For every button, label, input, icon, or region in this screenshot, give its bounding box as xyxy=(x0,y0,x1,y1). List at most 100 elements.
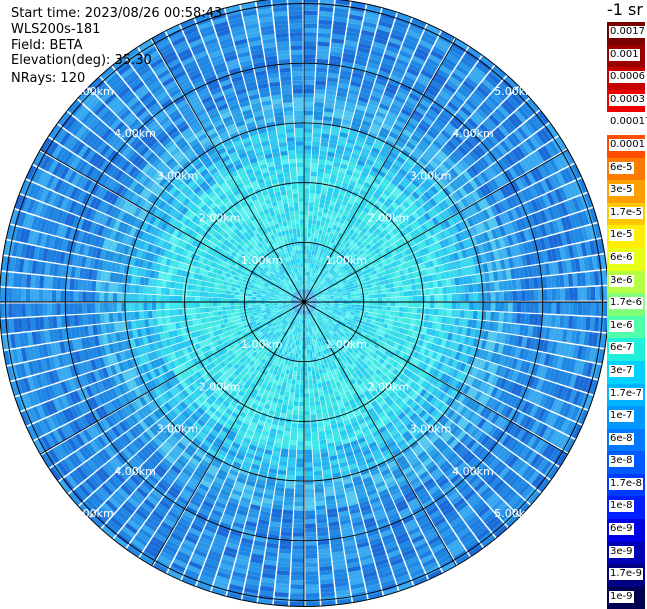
ppi-gate-cell xyxy=(356,305,361,308)
ppi-gate-cell xyxy=(368,288,373,292)
ppi-gate-cell xyxy=(304,354,307,358)
ppi-gate-cell xyxy=(416,290,421,296)
ppi-gate-cell xyxy=(304,376,308,380)
ppi-gate-cell xyxy=(291,580,304,585)
ppi-gate-cell xyxy=(294,506,304,511)
ppi-gate-cell xyxy=(452,302,457,309)
ppi-gate-cell xyxy=(304,167,310,172)
ppi-gate-cell xyxy=(311,366,315,371)
ppi-gate-cell xyxy=(533,277,538,288)
ppi-gate-cell xyxy=(320,400,326,405)
ppi-gate-cell xyxy=(313,215,318,220)
ppi-gate-cell xyxy=(426,302,430,308)
ppi-gate-cell xyxy=(521,302,526,312)
ppi-gate-cell xyxy=(412,290,417,296)
ppi-gate-cell xyxy=(391,302,395,306)
ppi-gate-cell xyxy=(305,528,316,533)
ppi-gate-cell xyxy=(316,510,326,515)
ppi-gate-cell xyxy=(305,415,311,420)
ppi-gate-cell xyxy=(318,230,322,235)
ppi-gate-cell xyxy=(317,531,328,536)
ppi-gate-cell xyxy=(310,237,314,242)
ppi-gate-cell xyxy=(530,290,535,301)
ppi-gate-cell xyxy=(299,350,302,355)
ppi-gate-cell xyxy=(305,580,318,585)
ppi-gate-cell xyxy=(305,493,314,498)
ppi-gate-cell xyxy=(504,291,509,301)
ppi-gate-cell xyxy=(305,272,307,276)
ppi-gate-cell xyxy=(491,302,496,311)
ppi-gate-cell xyxy=(399,312,404,317)
ppi-gate-cell xyxy=(317,422,323,427)
ppi-gate-cell xyxy=(304,145,311,150)
ppi-gate-cell xyxy=(296,376,300,381)
ppi-gate-cell xyxy=(300,376,304,380)
ppi-gate-cell xyxy=(381,285,386,290)
ppi-gate-cell xyxy=(530,302,535,313)
ppi-gate-cell xyxy=(304,389,308,393)
ppi-gate-cell xyxy=(319,396,324,401)
ppi-gate-cell xyxy=(304,11,318,16)
ppi-gate-cell xyxy=(298,432,304,437)
ppi-gate-cell xyxy=(296,349,299,354)
ppi-gate-cell xyxy=(356,293,361,296)
ppi-gate-cell xyxy=(304,41,316,46)
ppi-gate-cell xyxy=(296,467,304,472)
ppi-gate-cell xyxy=(520,279,525,290)
ppi-gate-cell xyxy=(305,502,315,507)
ppi-gate-cell xyxy=(318,234,322,239)
ppi-gate-cell xyxy=(320,195,326,200)
ppi-gate-cell xyxy=(291,567,304,572)
ppi-gate-cell xyxy=(403,312,408,317)
ppi-gate-cell xyxy=(330,303,334,305)
ppi-gate-cell xyxy=(478,293,483,301)
ppi-gate-cell xyxy=(543,302,548,313)
ppi-gate-cell xyxy=(311,233,315,238)
ppi-gate-cell xyxy=(317,46,329,51)
ppi-gate-cell xyxy=(310,241,313,246)
ppi-gate-cell xyxy=(307,350,310,355)
ppi-gate-cell xyxy=(304,2,318,7)
ppi-gate-cell xyxy=(304,172,310,176)
ppi-gate-cell xyxy=(503,281,508,291)
ppi-gate-cell xyxy=(297,345,300,350)
ppi-gate-cell xyxy=(402,318,407,324)
ppi-gate-cell xyxy=(310,401,315,406)
ppi-gate-cell xyxy=(309,380,313,385)
ppi-gate-cell xyxy=(304,193,309,197)
ppi-gate-cell xyxy=(416,284,421,290)
ppi-gate-cell xyxy=(407,285,412,291)
ppi-gate-cell xyxy=(304,372,308,376)
ppi-gate-cell xyxy=(315,397,320,402)
ppi-gate-cell xyxy=(289,449,296,454)
ppi-gate-cell xyxy=(595,287,600,301)
ppi-gate-cell xyxy=(339,300,343,302)
ppi-gate-cell xyxy=(308,219,312,224)
ppi-gate-cell xyxy=(339,298,343,300)
ppi-gate-cell xyxy=(359,289,364,293)
ppi-gate-cell xyxy=(307,241,310,246)
ppi-gate-cell xyxy=(504,302,509,312)
ppi-gate-cell xyxy=(315,190,321,195)
ppi-gate-cell xyxy=(317,379,322,384)
ppi-gate-cell xyxy=(305,428,311,433)
ppi-gate-cell xyxy=(288,405,294,410)
ppi-gate-cell xyxy=(313,384,318,389)
ppi-gate-cell xyxy=(300,337,302,341)
ppi-gate-cell xyxy=(363,315,368,319)
ppi-gate-cell xyxy=(376,286,381,290)
ppi-gate-cell xyxy=(298,363,301,368)
ppi-gate-cell xyxy=(301,332,303,336)
ppi-gate-cell xyxy=(314,233,318,238)
ppi-gate-cell xyxy=(573,302,578,315)
ppi-gate-cell xyxy=(305,576,318,581)
ppi-gate-cell xyxy=(490,282,495,291)
ppi-gate-cell xyxy=(309,206,314,211)
ppi-gate-cell xyxy=(386,306,391,310)
ppi-gate-cell xyxy=(312,445,319,450)
ppi-gate-cell xyxy=(447,294,452,301)
ppi-gate-cell xyxy=(315,94,325,99)
ppi-gate-cell xyxy=(360,299,364,302)
ppi-gate-cell xyxy=(400,302,404,307)
ppi-gate-cell xyxy=(305,519,315,524)
